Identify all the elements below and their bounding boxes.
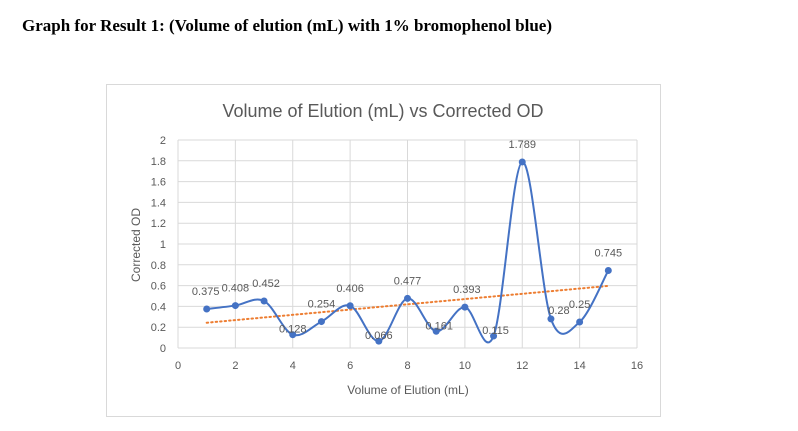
data-point xyxy=(490,332,498,340)
data-point-layer xyxy=(203,158,612,345)
data-point xyxy=(461,303,469,311)
x-tick-label: 8 xyxy=(404,360,410,372)
y-tick-label: 0 xyxy=(160,343,166,355)
series-line xyxy=(206,160,610,344)
data-label: 0.161 xyxy=(425,320,453,332)
data-point xyxy=(231,302,239,310)
y-tick-label: 0.2 xyxy=(151,322,166,334)
y-tick-label: 2 xyxy=(160,135,166,147)
data-label: 0.452 xyxy=(252,278,280,290)
data-point xyxy=(518,158,526,166)
x-axis-label: Volume of Elution (mL) xyxy=(347,383,468,397)
data-point xyxy=(260,297,268,305)
data-point xyxy=(375,337,383,345)
data-point xyxy=(576,318,584,326)
data-point xyxy=(203,305,211,313)
data-point xyxy=(346,302,354,310)
y-tick-label: 1 xyxy=(160,239,166,251)
data-point xyxy=(404,294,411,302)
data-label: 0.408 xyxy=(222,283,250,295)
data-point xyxy=(604,267,612,275)
y-tick-label: 0.8 xyxy=(151,260,166,272)
trendline-layer xyxy=(205,284,610,324)
x-tick-label: 6 xyxy=(347,360,353,372)
y-tick-label: 0.4 xyxy=(151,301,166,313)
document-heading: Graph for Result 1: (Volume of elution (… xyxy=(22,16,553,35)
data-label: 0.477 xyxy=(394,275,422,287)
x-tick-label: 0 xyxy=(175,360,181,372)
data-point xyxy=(317,318,325,326)
data-label: 0.745 xyxy=(595,248,623,260)
series-line-layer xyxy=(206,160,610,344)
data-label: 0.066 xyxy=(365,330,393,342)
trendline xyxy=(205,284,610,324)
x-tick-label: 14 xyxy=(574,360,586,372)
data-point xyxy=(289,331,297,339)
tick-label-layer: 0 0.2 0.4 0.6 0.8 1 1.2 1.4 1.6 1.8 2 0 2 4 6 8 10 12 14 16 xyxy=(151,135,643,372)
y-axis-label: Corrected OD xyxy=(129,208,143,282)
data-label: 0.28 xyxy=(548,305,569,317)
grid-layer xyxy=(177,139,638,349)
data-label: 0.25 xyxy=(569,299,590,311)
data-label: 1.789 xyxy=(508,139,536,151)
x-tick-label: 2 xyxy=(232,360,238,372)
y-tick-label: 1.8 xyxy=(151,156,166,168)
y-tick-label: 1.2 xyxy=(151,218,166,230)
y-tick-label: 1.6 xyxy=(151,177,166,189)
data-label: 0.115 xyxy=(482,325,509,337)
x-tick-label: 10 xyxy=(459,360,471,372)
x-tick-label: 4 xyxy=(290,360,296,372)
data-label: 0.375 xyxy=(192,286,220,298)
x-tick-label: 12 xyxy=(516,360,528,372)
y-tick-label: 0.6 xyxy=(151,281,166,293)
data-point xyxy=(432,327,440,335)
data-label: 0.254 xyxy=(308,299,336,311)
data-label: 0.393 xyxy=(453,284,481,296)
y-tick-label: 1.4 xyxy=(151,197,166,209)
x-tick-label: 16 xyxy=(631,360,643,372)
data-label: 0.128 xyxy=(279,324,307,336)
chart-title: Volume of Elution (mL) vs Corrected OD xyxy=(222,101,543,121)
data-point xyxy=(547,315,555,323)
data-label: 0.406 xyxy=(336,283,364,295)
